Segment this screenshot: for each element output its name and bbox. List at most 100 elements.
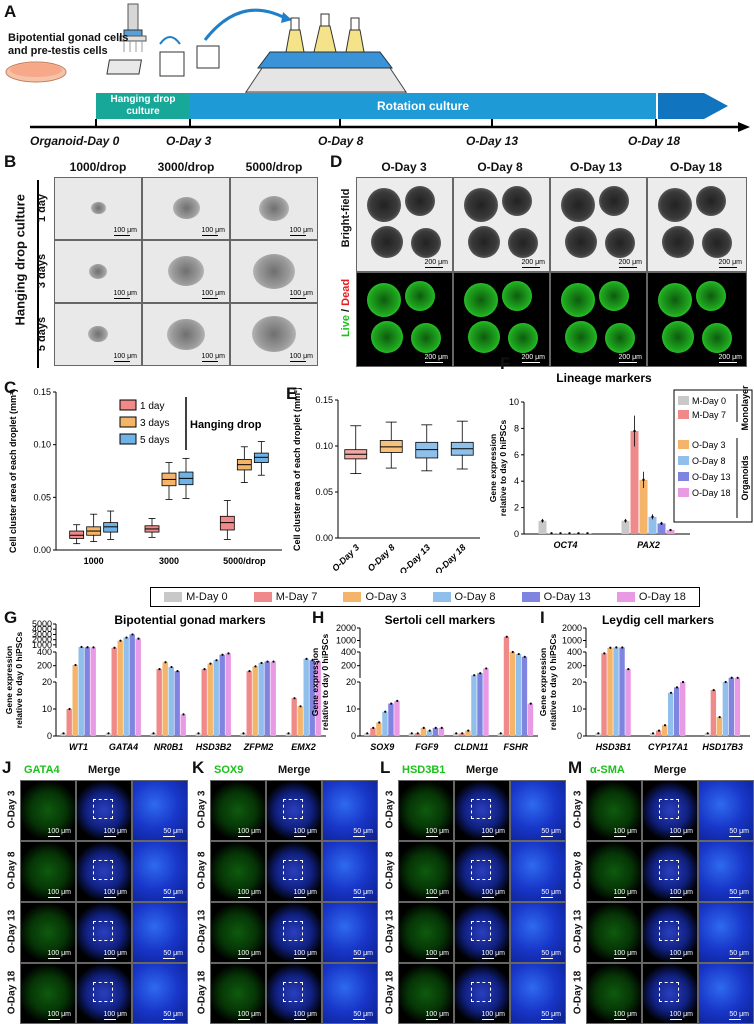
zoom-box <box>283 921 303 941</box>
y-tick-label: 4000 <box>32 624 52 634</box>
merge-image: 100 μm <box>266 780 322 841</box>
bar <box>84 647 90 736</box>
scale-bar: 200 μm <box>424 259 448 268</box>
scale-bar: 50 μm <box>353 828 373 837</box>
scale-bar: 50 μm <box>163 950 183 959</box>
chart-c: 0.00 0.05 0.10 0.15 Cell cluster area of eac… <box>8 387 282 566</box>
scale-bar: 50 μm <box>163 828 183 837</box>
x-tick-label: 5000/drop <box>223 556 266 566</box>
data-point <box>227 652 230 655</box>
row-title: O-Day 13 <box>572 909 584 954</box>
brightfield-image: 100 μm <box>54 303 142 366</box>
scale-bar: 100 μm <box>237 1011 261 1020</box>
legend-swatch <box>678 410 689 419</box>
bar <box>156 669 162 736</box>
organoid-blob <box>565 321 597 353</box>
scale-bar: 50 μm <box>729 950 749 959</box>
data-point <box>366 732 369 735</box>
organoid-blob <box>405 281 435 311</box>
y-tick-label: 0.10 <box>33 440 51 450</box>
zoom-image: 50 μm <box>698 841 754 902</box>
data-point <box>299 705 302 708</box>
data-point <box>107 732 110 735</box>
data-point <box>317 660 320 663</box>
bar <box>370 727 376 736</box>
legend-item: O-Day 18 <box>616 591 686 603</box>
scale-bar: 100 μm <box>103 828 127 837</box>
arrow-icon <box>203 8 286 41</box>
legend-label: O-Day 8 <box>454 591 496 603</box>
y-tick-label: 200 <box>567 661 582 671</box>
bar <box>162 662 168 736</box>
x-tick-label: 1000 <box>84 556 104 566</box>
green-channel-image: 100 μm <box>210 780 266 841</box>
scale-bar: 100 μm <box>481 950 505 959</box>
bar <box>291 698 297 736</box>
bar <box>225 653 231 736</box>
bar <box>716 717 723 736</box>
y-axis-label: Gene expression <box>312 648 320 717</box>
green-channel-image: 100 μm <box>210 963 266 1024</box>
data-point <box>609 646 612 649</box>
scale-bar: 50 μm <box>353 950 373 959</box>
y-tick-label: 200 <box>341 661 356 671</box>
row-title: 1 day <box>36 193 48 223</box>
scale-bar: 100 μm <box>289 290 313 299</box>
bar <box>382 711 388 736</box>
y-axis-label: Cell cluster area of each droplet (mm²) <box>8 389 18 553</box>
y-tick-label: 5000 <box>32 619 52 629</box>
data-point <box>473 674 476 677</box>
data-point <box>736 676 739 679</box>
bar <box>728 677 735 736</box>
y-tick-label: 1000 <box>32 640 52 650</box>
zoom-image: 50 μm <box>510 963 566 1024</box>
green-channel-image: 100 μm <box>210 902 266 963</box>
merge-image: 100 μm <box>642 780 698 841</box>
data-point <box>372 726 375 729</box>
zoom-image: 50 μm <box>322 963 378 1024</box>
scale-bar: 100 μm <box>201 227 225 236</box>
data-point <box>378 721 381 724</box>
scale-bar: 50 μm <box>353 1011 373 1020</box>
bar <box>674 687 680 736</box>
data-point <box>416 732 419 735</box>
panel-a-schematic <box>5 3 750 132</box>
bar <box>420 727 427 736</box>
merge-image: 100 μm <box>642 902 698 963</box>
brightfield-image: 100 μm <box>230 177 318 240</box>
col-title: O-Day 18 <box>669 160 723 174</box>
stain-label: α-SMA <box>590 764 625 776</box>
scale-bar: 100 μm <box>613 950 637 959</box>
panel-letter: J <box>2 758 12 777</box>
y-tick-label: 4 <box>514 476 519 486</box>
organoid-blob <box>411 323 441 353</box>
zoom-box <box>659 982 679 1002</box>
bar <box>72 665 78 736</box>
scale-bar: 100 μm <box>613 889 637 898</box>
data-point <box>712 689 715 692</box>
scale-bar: 100 μm <box>289 227 313 236</box>
row-title-live-dead: Live / Dead <box>340 278 352 338</box>
data-point <box>410 732 413 735</box>
data-point <box>550 532 553 535</box>
legend-item: O-Day 13 <box>521 591 591 603</box>
day-label: Organoid-Day 0 <box>30 134 120 148</box>
day-label: O-Day 3 <box>166 134 212 148</box>
row-title: O-Day 3 <box>6 790 18 829</box>
legend-swatch <box>343 592 362 602</box>
data-point <box>119 639 122 642</box>
data-point <box>311 659 314 662</box>
x-tick-label: EMX2 <box>291 742 316 752</box>
bar <box>471 675 477 736</box>
zoom-image: 50 μm <box>698 963 754 1024</box>
scale-bar: 100 μm <box>481 1011 505 1020</box>
green-channel-image: 100 μm <box>586 963 642 1024</box>
merge-image: 100 μm <box>266 902 322 963</box>
merge-image: 100 μm <box>642 841 698 902</box>
brightfield-image: 100 μm <box>54 240 142 303</box>
y-tick-label: 0.10 <box>315 441 333 451</box>
data-point <box>68 707 71 711</box>
merge-image: 100 μm <box>76 841 132 902</box>
x-tick-label: O-Day 13 <box>397 542 432 573</box>
organoid-blob <box>411 228 441 258</box>
